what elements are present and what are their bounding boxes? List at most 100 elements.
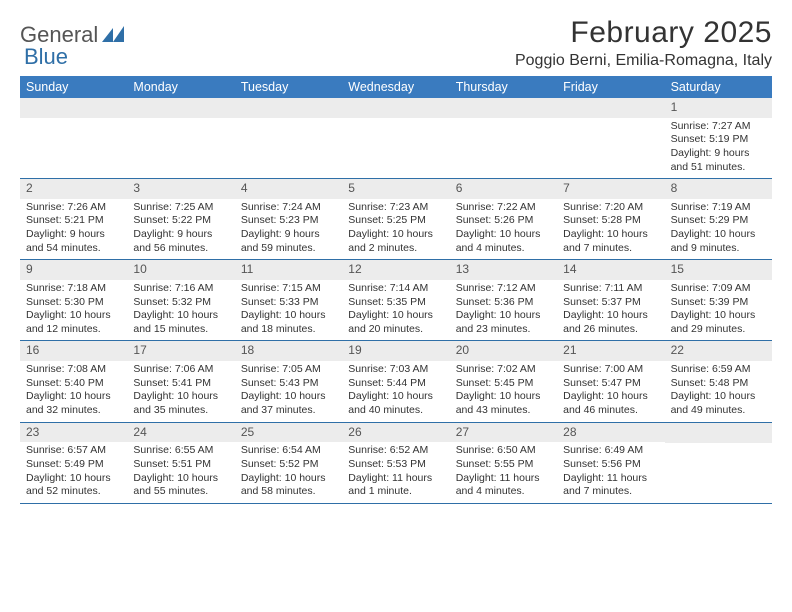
day-day2: and 12 minutes.	[26, 323, 121, 337]
day-day1: Daylight: 10 hours	[241, 472, 336, 486]
day-day2: and 4 minutes.	[456, 485, 551, 499]
calendar: Sunday Monday Tuesday Wednesday Thursday…	[20, 76, 772, 504]
day-day2: and 40 minutes.	[348, 404, 443, 418]
weekday-tuesday: Tuesday	[235, 76, 342, 98]
day-day1: Daylight: 10 hours	[671, 390, 766, 404]
day-cell: 14 Sunrise: 7:11 AMSunset: 5:37 PMDayligh…	[557, 260, 664, 340]
day-sunset: Sunset: 5:30 PM	[26, 296, 121, 310]
day-number: 2	[20, 179, 127, 199]
day-day1: Daylight: 10 hours	[133, 309, 228, 323]
day-sunset: Sunset: 5:35 PM	[348, 296, 443, 310]
week-row: 1Sunrise: 7:27 AMSunset: 5:19 PMDaylight…	[20, 98, 772, 179]
day-number: 16	[20, 341, 127, 361]
day-cell	[450, 98, 557, 178]
day-cell: 28Sunrise: 6:49 AMSunset: 5:56 PMDayligh…	[557, 423, 664, 503]
day-day1: Daylight: 11 hours	[456, 472, 551, 486]
day-body: Sunrise: 7:25 AMSunset: 5:22 PMDaylight:…	[127, 199, 234, 260]
day-sunrise: Sunrise: 7:11 AM	[563, 282, 658, 296]
day-sunrise: Sunrise: 6:57 AM	[26, 444, 121, 458]
day-number: 15	[665, 260, 772, 280]
day-day1: Daylight: 10 hours	[133, 472, 228, 486]
day-sunset: Sunset: 5:52 PM	[241, 458, 336, 472]
day-body: Sunrise: 7:15 AMSunset: 5:33 PMDaylight:…	[235, 280, 342, 341]
day-sunset: Sunset: 5:37 PM	[563, 296, 658, 310]
logo-text-2: Blue	[24, 44, 68, 70]
day-sunrise: Sunrise: 7:05 AM	[241, 363, 336, 377]
weekday-sunday: Sunday	[20, 76, 127, 98]
day-sunset: Sunset: 5:29 PM	[671, 214, 766, 228]
day-body: Sunrise: 7:27 AMSunset: 5:19 PMDaylight:…	[665, 118, 772, 179]
day-cell: 17Sunrise: 7:06 AMSunset: 5:41 PMDayligh…	[127, 341, 234, 421]
weekday-thursday: Thursday	[450, 76, 557, 98]
day-cell: 20Sunrise: 7:02 AMSunset: 5:45 PMDayligh…	[450, 341, 557, 421]
day-cell	[342, 98, 449, 178]
day-number	[557, 98, 664, 118]
day-day1: Daylight: 10 hours	[671, 309, 766, 323]
day-body: Sunrise: 6:57 AMSunset: 5:49 PMDaylight:…	[20, 442, 127, 503]
logo-mark-icon	[102, 22, 124, 48]
day-body: Sunrise: 7:23 AMSunset: 5:25 PMDaylight:…	[342, 199, 449, 260]
header: General February 2025 Poggio Berni, Emil…	[20, 16, 772, 70]
day-cell: 11Sunrise: 7:15 AMSunset: 5:33 PMDayligh…	[235, 260, 342, 340]
day-day2: and 20 minutes.	[348, 323, 443, 337]
day-sunrise: Sunrise: 7:16 AM	[133, 282, 228, 296]
day-sunset: Sunset: 5:19 PM	[671, 133, 766, 147]
day-day2: and 52 minutes.	[26, 485, 121, 499]
week-row: 23Sunrise: 6:57 AMSunset: 5:49 PMDayligh…	[20, 423, 772, 504]
day-sunrise: Sunrise: 7:25 AM	[133, 201, 228, 215]
day-number	[127, 98, 234, 118]
day-body: Sunrise: 7:12 AMSunset: 5:36 PMDaylight:…	[450, 280, 557, 341]
day-sunset: Sunset: 5:44 PM	[348, 377, 443, 391]
day-sunrise: Sunrise: 6:50 AM	[456, 444, 551, 458]
weekday-friday: Friday	[557, 76, 664, 98]
day-sunrise: Sunrise: 7:08 AM	[26, 363, 121, 377]
day-cell: 4Sunrise: 7:24 AMSunset: 5:23 PMDaylight…	[235, 179, 342, 259]
day-number: 26	[342, 423, 449, 443]
day-body: Sunrise: 6:52 AMSunset: 5:53 PMDaylight:…	[342, 442, 449, 503]
day-day1: Daylight: 10 hours	[563, 390, 658, 404]
day-number	[342, 98, 449, 118]
week-row: 2Sunrise: 7:26 AMSunset: 5:21 PMDaylight…	[20, 179, 772, 260]
day-day2: and 4 minutes.	[456, 242, 551, 256]
day-day1: Daylight: 10 hours	[563, 309, 658, 323]
day-number: 17	[127, 341, 234, 361]
day-day1: Daylight: 10 hours	[133, 390, 228, 404]
location: Poggio Berni, Emilia-Romagna, Italy	[515, 52, 772, 70]
day-sunset: Sunset: 5:53 PM	[348, 458, 443, 472]
day-cell: 23Sunrise: 6:57 AMSunset: 5:49 PMDayligh…	[20, 423, 127, 503]
day-day2: and 49 minutes.	[671, 404, 766, 418]
day-body: Sunrise: 6:59 AMSunset: 5:48 PMDaylight:…	[665, 361, 772, 422]
weekday-wednesday: Wednesday	[342, 76, 449, 98]
day-body: Sunrise: 7:16 AMSunset: 5:32 PMDaylight:…	[127, 280, 234, 341]
day-sunset: Sunset: 5:39 PM	[671, 296, 766, 310]
day-cell: 6Sunrise: 7:22 AMSunset: 5:26 PMDaylight…	[450, 179, 557, 259]
day-day2: and 7 minutes.	[563, 242, 658, 256]
day-day1: Daylight: 9 hours	[671, 147, 766, 161]
weekday-monday: Monday	[127, 76, 234, 98]
day-day1: Daylight: 11 hours	[563, 472, 658, 486]
day-sunset: Sunset: 5:33 PM	[241, 296, 336, 310]
day-cell	[20, 98, 127, 178]
day-body: Sunrise: 6:55 AMSunset: 5:51 PMDaylight:…	[127, 442, 234, 503]
day-sunset: Sunset: 5:23 PM	[241, 214, 336, 228]
day-number: 22	[665, 341, 772, 361]
day-cell: 15Sunrise: 7:09 AMSunset: 5:39 PMDayligh…	[665, 260, 772, 340]
day-cell: 10Sunrise: 7:16 AMSunset: 5:32 PMDayligh…	[127, 260, 234, 340]
day-sunset: Sunset: 5:49 PM	[26, 458, 121, 472]
day-body: Sunrise: 6:49 AMSunset: 5:56 PMDaylight:…	[557, 442, 664, 503]
day-cell: 22Sunrise: 6:59 AMSunset: 5:48 PMDayligh…	[665, 341, 772, 421]
day-cell: 16Sunrise: 7:08 AMSunset: 5:40 PMDayligh…	[20, 341, 127, 421]
day-body: Sunrise: 7:24 AMSunset: 5:23 PMDaylight:…	[235, 199, 342, 260]
day-day2: and 18 minutes.	[241, 323, 336, 337]
day-number: 14	[557, 260, 664, 280]
day-cell: 26Sunrise: 6:52 AMSunset: 5:53 PMDayligh…	[342, 423, 449, 503]
day-sunset: Sunset: 5:51 PM	[133, 458, 228, 472]
day-number: 6	[450, 179, 557, 199]
title-block: February 2025 Poggio Berni, Emilia-Romag…	[515, 16, 772, 70]
day-cell: 9Sunrise: 7:18 AMSunset: 5:30 PMDaylight…	[20, 260, 127, 340]
day-sunrise: Sunrise: 6:52 AM	[348, 444, 443, 458]
week-row: 16Sunrise: 7:08 AMSunset: 5:40 PMDayligh…	[20, 341, 772, 422]
weekday-saturday: Saturday	[665, 76, 772, 98]
day-sunset: Sunset: 5:56 PM	[563, 458, 658, 472]
day-day2: and 35 minutes.	[133, 404, 228, 418]
